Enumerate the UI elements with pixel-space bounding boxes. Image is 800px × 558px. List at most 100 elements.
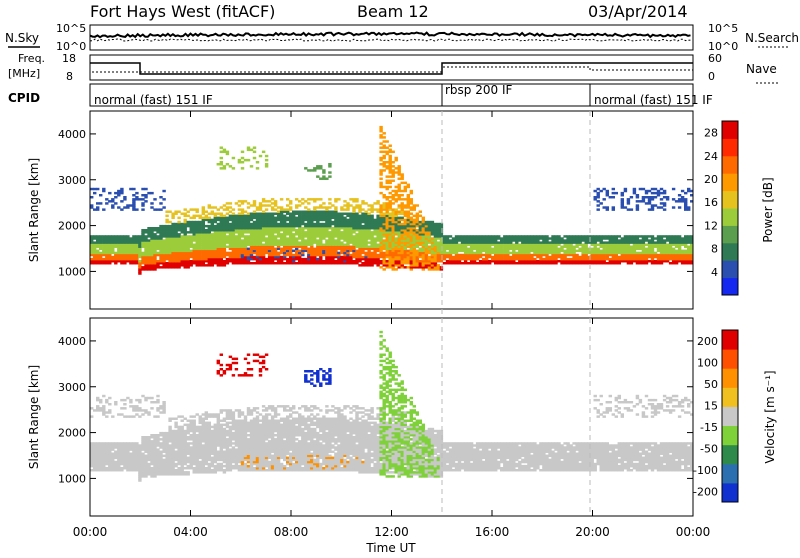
colorbar-tick-label: 16 bbox=[704, 196, 718, 209]
data-cell bbox=[434, 241, 437, 243]
data-cell bbox=[428, 258, 431, 260]
data-cell bbox=[506, 258, 509, 260]
data-cell bbox=[271, 215, 274, 217]
data-cell bbox=[226, 217, 229, 219]
data-cell bbox=[156, 451, 159, 453]
data-cell bbox=[214, 241, 217, 243]
data-cell bbox=[449, 235, 452, 237]
data-cell bbox=[108, 467, 111, 469]
data-cell bbox=[401, 254, 404, 256]
data-cell bbox=[144, 409, 147, 411]
data-cell bbox=[398, 219, 401, 221]
data-cell bbox=[389, 165, 392, 167]
data-cell bbox=[410, 235, 413, 237]
data-cell bbox=[123, 237, 126, 239]
data-cell bbox=[395, 221, 398, 223]
data-cell bbox=[177, 434, 180, 436]
data-cell bbox=[277, 231, 280, 233]
data-cell bbox=[657, 194, 660, 196]
data-cell bbox=[235, 260, 238, 262]
data-cell bbox=[174, 252, 177, 254]
data-cell bbox=[669, 258, 672, 260]
data-cell bbox=[238, 244, 241, 246]
data-cell bbox=[669, 244, 672, 246]
data-cell bbox=[669, 235, 672, 237]
data-cell bbox=[536, 237, 539, 239]
data-cell bbox=[271, 235, 274, 237]
data-cell bbox=[283, 235, 286, 237]
data-cell bbox=[132, 258, 135, 260]
data-cell bbox=[156, 401, 159, 403]
data-cell bbox=[458, 248, 461, 250]
data-cell bbox=[262, 204, 265, 206]
data-cell bbox=[392, 237, 395, 239]
data-cell bbox=[367, 246, 370, 248]
data-cell bbox=[364, 225, 367, 227]
data-cell bbox=[141, 229, 144, 231]
data-cell bbox=[446, 244, 449, 246]
data-cell bbox=[395, 211, 398, 213]
data-cell bbox=[349, 237, 352, 239]
data-cell bbox=[467, 248, 470, 250]
data-cell bbox=[440, 237, 443, 239]
data-cell bbox=[606, 208, 609, 210]
data-cell bbox=[102, 467, 105, 469]
data-cell bbox=[383, 145, 386, 147]
data-cell bbox=[184, 237, 187, 239]
data-cell bbox=[482, 241, 485, 243]
data-cell bbox=[404, 241, 407, 243]
data-cell bbox=[416, 264, 419, 266]
data-cell bbox=[184, 252, 187, 254]
data-cell bbox=[247, 225, 250, 227]
data-cell bbox=[337, 198, 340, 200]
data-cell bbox=[401, 237, 404, 239]
data-cell bbox=[117, 252, 120, 254]
data-cell bbox=[141, 231, 144, 233]
data-cell bbox=[352, 227, 355, 229]
data-cell bbox=[147, 248, 150, 250]
data-cell bbox=[226, 225, 229, 227]
data-cell bbox=[319, 227, 322, 229]
data-cell bbox=[413, 244, 416, 246]
data-cell bbox=[527, 248, 530, 250]
data-cell bbox=[253, 235, 256, 237]
data-cell bbox=[389, 231, 392, 233]
data-cell bbox=[566, 244, 569, 246]
data-cell bbox=[253, 256, 256, 258]
data-cell bbox=[428, 231, 431, 233]
data-cell bbox=[401, 204, 404, 206]
data-cell bbox=[337, 254, 340, 256]
data-cell bbox=[253, 237, 256, 239]
data-cell bbox=[96, 455, 99, 457]
data-cell bbox=[349, 227, 352, 229]
data-cell bbox=[413, 260, 416, 262]
data-cell bbox=[404, 211, 407, 213]
data-cell bbox=[597, 208, 600, 210]
data-cell bbox=[615, 254, 618, 256]
data-cell bbox=[217, 241, 220, 243]
data-cell bbox=[292, 237, 295, 239]
data-cell bbox=[199, 215, 202, 217]
data-cell bbox=[159, 438, 162, 440]
data-cell bbox=[102, 461, 105, 463]
data-cell bbox=[675, 252, 678, 254]
data-cell bbox=[313, 241, 316, 243]
data-cell bbox=[458, 258, 461, 260]
data-cell bbox=[256, 254, 259, 256]
data-cell bbox=[672, 244, 675, 246]
data-cell bbox=[437, 235, 440, 237]
data-cell bbox=[181, 213, 184, 215]
data-cell bbox=[651, 258, 654, 260]
data-cell bbox=[334, 215, 337, 217]
data-cell bbox=[250, 252, 253, 254]
data-cell bbox=[530, 260, 533, 262]
data-cell bbox=[111, 241, 114, 243]
data-cell bbox=[503, 235, 506, 237]
data-cell bbox=[497, 248, 500, 250]
data-cell bbox=[633, 237, 636, 239]
data-cell bbox=[642, 252, 645, 254]
data-cell bbox=[636, 258, 639, 260]
data-cell bbox=[214, 219, 217, 221]
data-cell bbox=[211, 233, 214, 235]
data-cell bbox=[431, 254, 434, 256]
